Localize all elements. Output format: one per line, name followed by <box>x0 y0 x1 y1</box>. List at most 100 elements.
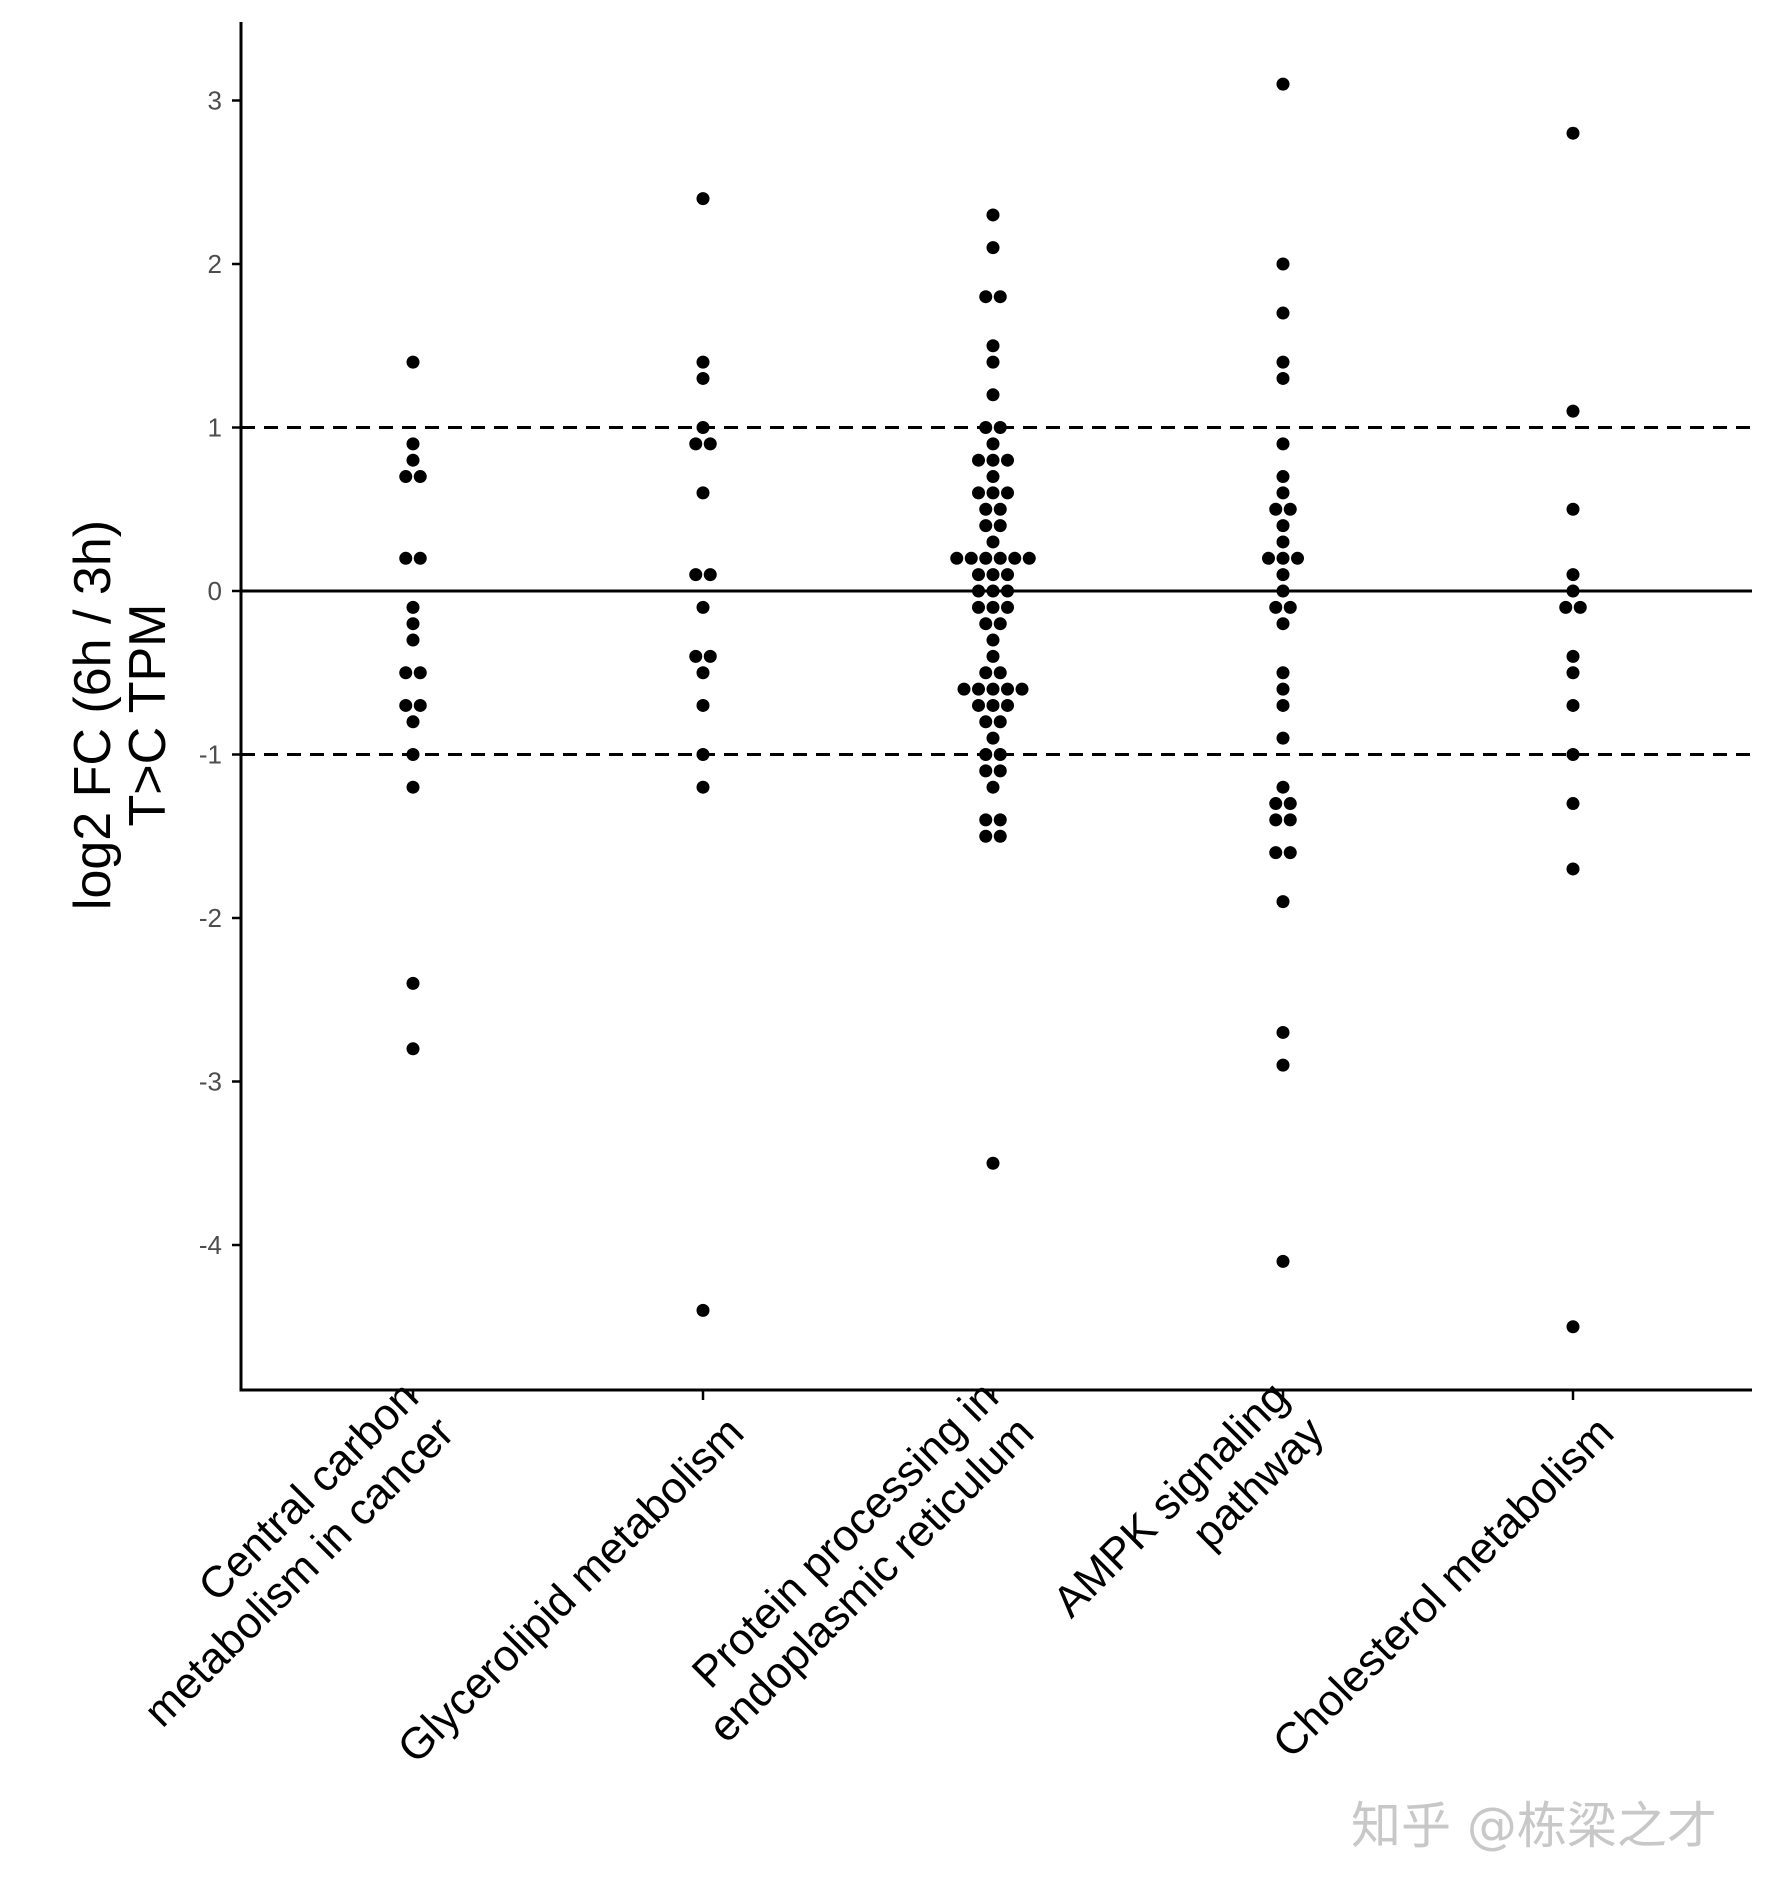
y-axis-title: log2 FC (6h / 3h) T>C TPM <box>64 520 177 910</box>
data-point <box>979 829 993 843</box>
data-point <box>413 551 427 565</box>
data-point <box>1276 1025 1290 1039</box>
data-point <box>406 1042 420 1056</box>
data-point <box>993 502 1007 516</box>
data-point <box>1276 698 1290 712</box>
data-point <box>993 666 1007 680</box>
data-point <box>399 698 413 712</box>
data-point <box>979 617 993 631</box>
data-point <box>1001 486 1014 500</box>
data-point <box>413 470 427 484</box>
data-point <box>986 780 1000 794</box>
data-point <box>1276 535 1290 549</box>
data-point <box>406 600 420 614</box>
data-point <box>993 748 1007 761</box>
data-point <box>986 584 1000 598</box>
data-point <box>986 437 1000 451</box>
data-point <box>1269 846 1283 860</box>
data-point <box>986 600 1000 614</box>
y-axis-title-line-2: T>C TPM <box>119 604 177 827</box>
data-point <box>406 453 420 467</box>
data-point <box>406 633 420 647</box>
data-point <box>1276 470 1290 484</box>
data-point <box>1566 568 1580 582</box>
data-point <box>1573 600 1587 614</box>
data-point <box>696 371 710 385</box>
data-point <box>1566 666 1580 680</box>
data-point <box>972 682 985 696</box>
data-point <box>993 519 1007 533</box>
data-point <box>1276 666 1290 680</box>
data-point <box>993 617 1007 631</box>
data-point <box>1276 780 1290 794</box>
data-point <box>399 470 413 484</box>
data-point <box>972 584 985 598</box>
data-point <box>399 551 413 565</box>
data-points <box>399 77 1587 1334</box>
data-point <box>406 976 420 990</box>
data-point <box>1276 1254 1290 1268</box>
data-point <box>979 666 993 680</box>
data-point <box>986 208 1000 222</box>
data-point <box>406 748 420 761</box>
data-point <box>696 421 710 434</box>
data-point <box>1276 617 1290 631</box>
data-point <box>1566 862 1580 876</box>
data-point <box>1566 584 1580 598</box>
data-point <box>979 551 993 565</box>
y-tick-label: 1 <box>208 413 222 443</box>
data-point <box>1283 797 1297 811</box>
data-point <box>979 421 993 434</box>
data-point <box>993 551 1007 565</box>
data-point <box>696 192 710 206</box>
data-point <box>1001 584 1014 598</box>
data-point <box>972 698 985 712</box>
y-tick-label: 2 <box>208 249 222 279</box>
data-point <box>1276 731 1290 745</box>
data-point <box>1276 551 1290 565</box>
data-point <box>1001 568 1014 582</box>
data-point <box>1276 584 1290 598</box>
data-point <box>1262 551 1275 565</box>
data-point <box>406 617 420 631</box>
data-point <box>986 682 1000 696</box>
y-tick-label: -3 <box>199 1067 222 1097</box>
data-point <box>1276 77 1290 91</box>
data-point <box>1566 1320 1580 1334</box>
data-point <box>696 780 710 794</box>
data-point <box>1269 502 1283 516</box>
data-point <box>1276 437 1290 451</box>
data-point <box>979 764 993 778</box>
x-tick-label: Cholesterol metabolism <box>1264 1408 1624 1768</box>
data-point <box>1269 797 1283 811</box>
data-point <box>1269 600 1283 614</box>
data-point <box>406 437 420 451</box>
data-point <box>1283 813 1297 827</box>
data-point <box>1276 682 1290 696</box>
data-point <box>1276 486 1290 500</box>
data-point <box>406 780 420 794</box>
data-point <box>1276 371 1290 385</box>
data-point <box>979 715 993 729</box>
data-point <box>986 731 1000 745</box>
data-point <box>964 551 978 565</box>
x-tick-label: metabolism in cancer <box>135 1408 464 1737</box>
data-point <box>1008 551 1022 565</box>
data-point <box>986 241 1000 255</box>
data-point <box>689 649 703 663</box>
data-point <box>413 698 427 712</box>
data-point <box>696 666 710 680</box>
y-tick-label: -1 <box>199 740 222 770</box>
data-point <box>1283 502 1297 516</box>
data-point <box>972 486 985 500</box>
data-point <box>986 388 1000 402</box>
y-axis-title-line-1: log2 FC (6h / 3h) <box>64 520 122 910</box>
data-point <box>993 813 1007 827</box>
data-point <box>986 1156 1000 1170</box>
data-point <box>993 764 1007 778</box>
data-point <box>1566 126 1580 140</box>
data-point <box>1566 649 1580 663</box>
data-point <box>1566 698 1580 712</box>
data-point <box>1001 453 1014 467</box>
